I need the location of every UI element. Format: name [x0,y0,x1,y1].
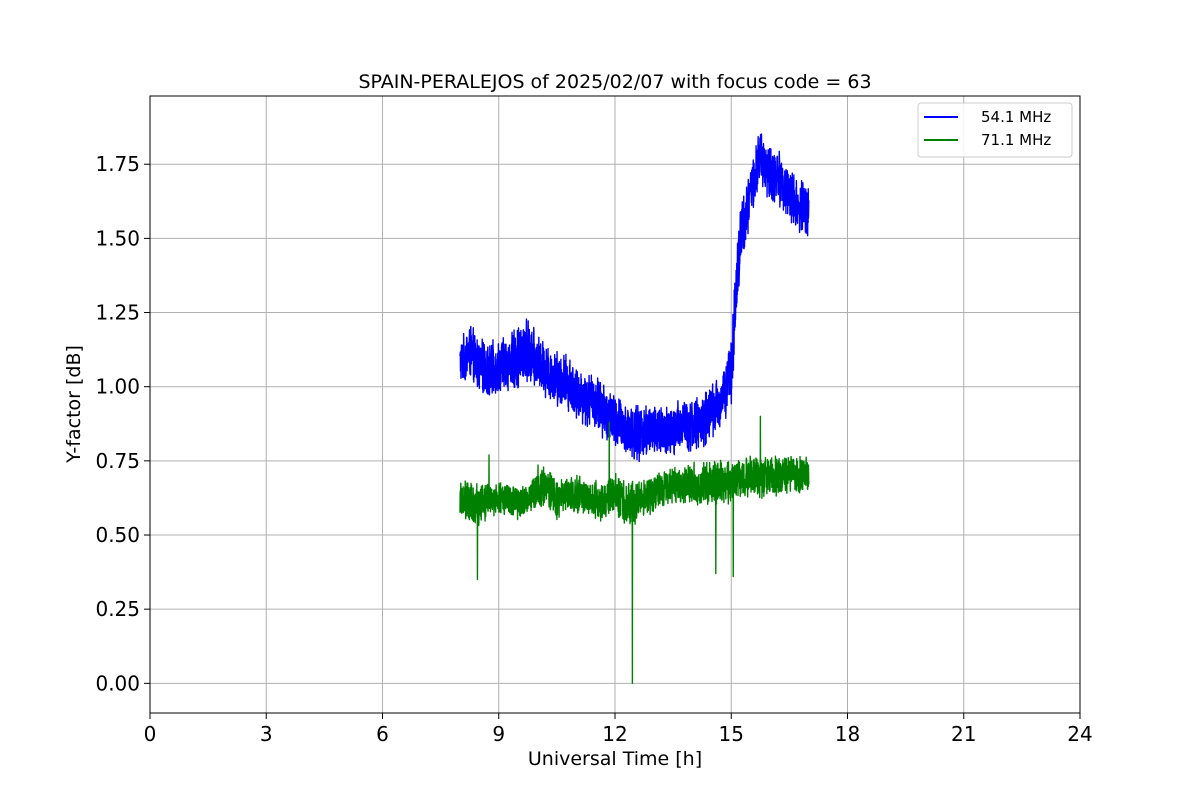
tick-layer: 0 3 6 9 12 15 18 21 24 0.00 0.25 0.50 0.75 1.00 1.25 1.… [95,152,1092,746]
y-tick-label: 1.25 [95,301,140,325]
y-tick-label: 1.50 [95,226,140,250]
legend-label-54-1-mhz: 54.1 MHz [981,108,1051,126]
series-line-54-1-mhz [459,133,810,463]
legend: 54.1 MHz 71.1 MHz [917,102,1073,158]
x-axis-label: Universal Time [h] [528,748,702,770]
y-tick-label: 1.00 [95,375,140,399]
grid [149,96,1081,713]
x-tick-label: 24 [1067,722,1092,746]
x-tick-label: 9 [492,722,505,746]
y-tick-label: 0.50 [95,523,140,547]
y-axis-label: Y-factor [dB] [63,345,85,464]
series-line-71-1-mhz [459,415,810,685]
x-tick-label: 15 [719,722,744,746]
chart-title: SPAIN-PERALEJOS of 2025/02/07 with focus… [358,71,871,93]
x-tick-label: 6 [376,722,389,746]
y-tick-label: 0.75 [95,449,140,473]
y-tick-label: 0.00 [95,671,140,695]
x-tick-label: 0 [144,722,157,746]
legend-label-71-1-mhz: 71.1 MHz [981,131,1051,149]
series-layer [459,133,810,685]
x-tick-label: 12 [602,722,627,746]
y-tick-label: 0.25 [95,597,140,621]
y-tick-label: 1.75 [95,152,140,176]
x-tick-label: 3 [260,722,273,746]
x-tick-label: 18 [835,722,860,746]
x-tick-label: 21 [951,722,976,746]
